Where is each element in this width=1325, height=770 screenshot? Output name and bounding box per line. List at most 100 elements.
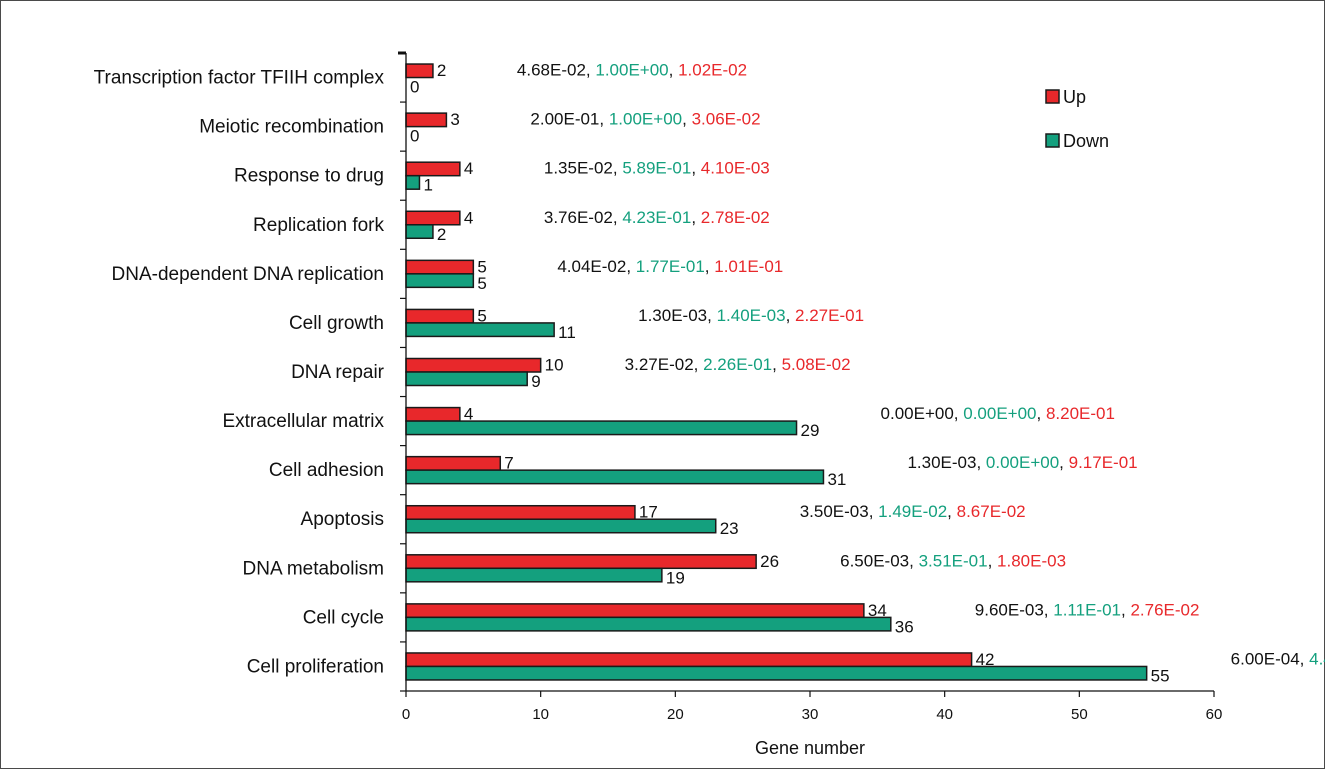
x-tick-label: 10: [532, 706, 549, 723]
p-value-annotation: 2.00E-01, 1.00E+00, 3.06E-02: [530, 110, 760, 129]
p-value-separator: ,: [669, 61, 678, 80]
category-label: Extracellular matrix: [222, 411, 384, 432]
bar-down-value-label: 0: [410, 127, 419, 146]
p-value-down: 1.49E-02: [878, 502, 947, 521]
p-value-up: 5.08E-02: [782, 355, 851, 374]
category-label: DNA-dependent DNA replication: [112, 264, 385, 285]
bar-up-value-label: 4: [464, 159, 473, 178]
p-value-total: 6.00E-04: [1231, 649, 1300, 668]
legend-label-down: Down: [1063, 131, 1109, 151]
bar-down-value-label: 23: [720, 519, 739, 538]
p-value-separator: ,: [626, 257, 635, 276]
category-label: Cell growth: [289, 313, 384, 334]
p-value-separator: ,: [707, 306, 716, 325]
p-value-down: 1.00E+00: [609, 110, 682, 129]
bar-up: [405, 455, 502, 471]
category-label: Meiotic recombination: [199, 117, 384, 138]
bar-up: [405, 652, 973, 668]
bar-down: [405, 174, 421, 190]
bar-down-value-label: 55: [1151, 666, 1170, 685]
bar-down-value-label: 31: [827, 470, 846, 489]
bar-down-value-label: 2: [437, 225, 446, 244]
p-value-annotation: 3.27E-02, 2.26E-01, 5.08E-02: [625, 355, 851, 374]
p-value-up: 4.10E-03: [701, 159, 770, 178]
p-value-separator: ,: [1059, 453, 1068, 472]
legend-swatch-down: [1045, 133, 1060, 148]
p-value-separator: ,: [869, 502, 878, 521]
p-value-total: 1.30E-03: [638, 306, 707, 325]
bar-down-value-label: 11: [558, 323, 576, 342]
p-value-down: 4.40E-02: [1309, 649, 1325, 668]
bar-down: [405, 518, 717, 534]
p-value-separator: ,: [772, 355, 781, 374]
p-value-up: 8.67E-02: [957, 502, 1026, 521]
p-value-total: 6.50E-03: [840, 551, 909, 570]
p-value-annotation: 3.50E-03, 1.49E-02, 8.67E-02: [800, 502, 1026, 521]
p-value-annotation: 3.76E-02, 4.23E-01, 2.78E-02: [544, 208, 770, 227]
p-value-total: 9.60E-03: [975, 600, 1044, 619]
bar-up: [405, 554, 757, 570]
category-label: DNA metabolism: [243, 558, 385, 579]
legend: Up Down: [1045, 87, 1109, 151]
x-tick-label: 60: [1206, 706, 1223, 723]
x-axis-title: Gene number: [755, 738, 865, 758]
bar-up: [405, 161, 461, 177]
category-label: Response to drug: [234, 166, 384, 187]
p-value-annotation: 1.35E-02, 5.89E-01, 4.10E-03: [544, 159, 770, 178]
bar-up: [405, 63, 434, 79]
p-value-separator: ,: [682, 110, 691, 129]
p-value-separator: ,: [1044, 600, 1053, 619]
p-value-up: 1.02E-02: [678, 61, 747, 80]
p-value-total: 1.30E-03: [907, 453, 976, 472]
bar-down: [405, 469, 825, 485]
x-tick-label: 40: [936, 706, 953, 723]
p-value-down: 1.77E-01: [636, 257, 705, 276]
bar-up: [405, 308, 475, 324]
bar-down-value-label: 36: [895, 617, 914, 636]
x-tick-label: 20: [667, 706, 684, 723]
bar-down-value-label: 29: [801, 421, 820, 440]
p-value-separator: ,: [694, 355, 703, 374]
bar-up-value-label: 26: [760, 552, 779, 571]
p-value-annotation: 6.50E-03, 3.51E-01, 1.80E-03: [840, 551, 1066, 570]
p-value-separator: ,: [909, 551, 918, 570]
category-label: Apoptosis: [301, 509, 384, 530]
p-value-total: 3.50E-03: [800, 502, 869, 521]
p-value-up: 1.01E-01: [714, 257, 783, 276]
p-value-separator: ,: [586, 61, 595, 80]
p-value-annotation: 0.00E+00, 0.00E+00, 8.20E-01: [881, 404, 1115, 423]
bar-up-value-label: 42: [976, 650, 995, 669]
bar-down: [405, 273, 475, 289]
bar-up: [405, 112, 448, 128]
labels-layer: Transcription factor TFIIH complex 2 0 4.68…: [94, 61, 1325, 686]
category-label: Cell proliferation: [247, 656, 384, 677]
p-value-separator: ,: [947, 502, 956, 521]
bar-up-value-label: 34: [868, 601, 887, 620]
bar-up: [405, 603, 865, 619]
p-value-total: 4.68E-02: [517, 61, 586, 80]
p-value-down: 1.00E+00: [595, 61, 668, 80]
bar-down-value-label: 5: [477, 274, 486, 293]
bar-up-value-label: 5: [477, 257, 486, 276]
bar-up-value-label: 4: [464, 208, 473, 227]
p-value-up: 2.76E-02: [1130, 600, 1199, 619]
p-value-annotation: 9.60E-03, 1.11E-01, 2.76E-02: [975, 600, 1200, 619]
p-value-annotation: 4.68E-02, 1.00E+00, 1.02E-02: [517, 61, 747, 80]
bar-down-value-label: 0: [410, 78, 419, 97]
p-value-annotation: 1.30E-03, 0.00E+00, 9.17E-01: [907, 453, 1137, 472]
p-value-annotation: 6.00E-04, 4.40E-02, 4.72E-02: [1231, 649, 1325, 668]
x-tick-label: 0: [402, 706, 410, 723]
p-value-total: 3.76E-02: [544, 208, 613, 227]
p-value-separator: ,: [1037, 404, 1046, 423]
p-value-down: 2.26E-01: [703, 355, 772, 374]
category-label: Cell cycle: [303, 607, 384, 628]
p-value-up: 8.20E-01: [1046, 404, 1115, 423]
p-value-separator: ,: [691, 159, 700, 178]
p-value-down: 4.23E-01: [622, 208, 691, 227]
x-tick-label: 50: [1071, 706, 1088, 723]
p-value-up: 2.27E-01: [795, 306, 864, 325]
category-label: Transcription factor TFIIH complex: [94, 68, 385, 89]
bar-up: [405, 357, 542, 373]
p-value-separator: ,: [954, 404, 963, 423]
